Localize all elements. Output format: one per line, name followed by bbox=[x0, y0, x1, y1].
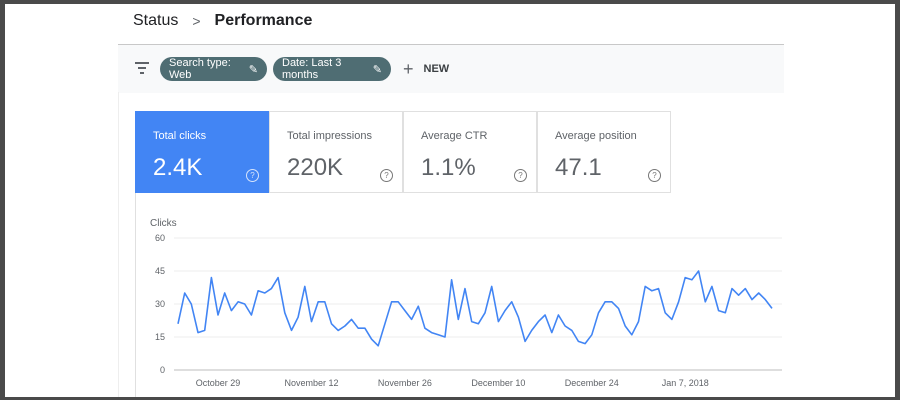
page-title: Performance bbox=[214, 12, 313, 29]
chevron-right-icon: > bbox=[192, 13, 201, 29]
clicks-series-line[interactable] bbox=[177, 270, 773, 347]
x-tick-label: Jan 7, 2018 bbox=[662, 378, 709, 388]
metric-card-average-ctr[interactable]: Average CTR 1.1% ? bbox=[403, 111, 537, 193]
x-tick-label: November 12 bbox=[284, 378, 338, 388]
x-tick-label: October 29 bbox=[196, 378, 241, 388]
metric-card-total-impressions[interactable]: Total impressions 220K ? bbox=[269, 111, 403, 193]
metric-card-total-clicks[interactable]: Total clicks 2.4K ? bbox=[135, 111, 269, 193]
new-filter-button[interactable]: + NEW bbox=[403, 57, 449, 81]
help-icon[interactable]: ? bbox=[380, 169, 393, 182]
y-tick-label: 30 bbox=[155, 299, 165, 309]
chip-label: Date: Last 3 months bbox=[282, 57, 342, 81]
breadcrumb: Status > Performance bbox=[133, 10, 312, 32]
x-tick-label: November 26 bbox=[378, 378, 432, 388]
y-axis-label: Clicks bbox=[150, 218, 177, 229]
date-filter-chip[interactable]: Date: Last 3 months ✎ bbox=[273, 57, 391, 81]
metric-label: Average CTR bbox=[421, 130, 488, 142]
breadcrumb-status-link[interactable]: Status bbox=[133, 12, 179, 29]
metric-label: Average position bbox=[555, 130, 637, 142]
x-tick-label: December 10 bbox=[471, 378, 525, 388]
help-icon[interactable]: ? bbox=[246, 169, 259, 182]
y-tick-label: 0 bbox=[160, 365, 165, 375]
metric-value: 1.1% bbox=[421, 154, 476, 181]
pencil-icon[interactable]: ✎ bbox=[248, 63, 258, 76]
metric-value: 47.1 bbox=[555, 154, 602, 181]
metric-label: Total impressions bbox=[287, 130, 372, 142]
new-button-label: NEW bbox=[423, 63, 450, 75]
pencil-icon[interactable]: ✎ bbox=[372, 63, 382, 76]
metric-label: Total clicks bbox=[153, 130, 207, 142]
chart-panel: Clicks 0 15 30 45 60 October 29 November 12 Nov… bbox=[135, 193, 785, 400]
y-tick-label: 45 bbox=[155, 266, 165, 276]
y-tick-label: 15 bbox=[155, 332, 165, 342]
filter-bar: Search type: Web ✎ Date: Last 3 months ✎… bbox=[118, 44, 784, 93]
metric-card-average-position[interactable]: Average position 47.1 ? bbox=[537, 111, 671, 193]
clicks-line-chart: Clicks 0 15 30 45 60 October 29 November 12 Nov… bbox=[150, 218, 782, 388]
help-icon[interactable]: ? bbox=[648, 169, 661, 182]
search-type-filter-chip[interactable]: Search type: Web ✎ bbox=[160, 57, 267, 81]
filter-icon[interactable] bbox=[135, 62, 149, 74]
chip-label: Search type: Web bbox=[169, 57, 231, 81]
metric-value: 2.4K bbox=[153, 154, 203, 181]
plus-icon: + bbox=[403, 58, 414, 79]
help-icon[interactable]: ? bbox=[514, 169, 527, 182]
panel-divider bbox=[118, 92, 119, 400]
x-tick-label: December 24 bbox=[565, 378, 619, 388]
metric-value: 220K bbox=[287, 154, 344, 181]
y-tick-label: 60 bbox=[155, 233, 165, 243]
